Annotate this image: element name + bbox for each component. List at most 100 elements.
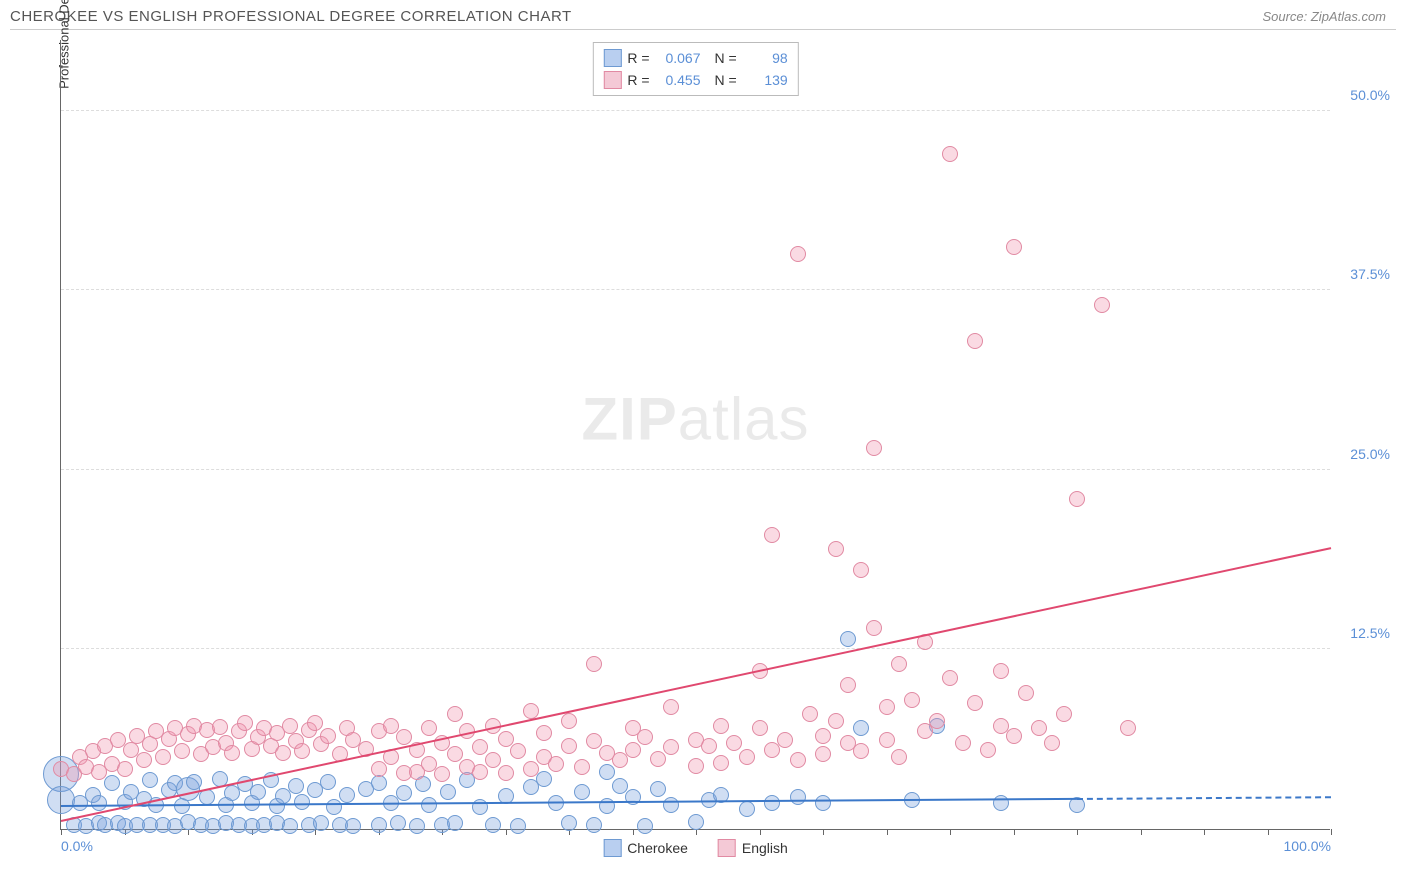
data-point — [371, 761, 387, 777]
data-point — [409, 818, 425, 834]
data-point — [186, 774, 202, 790]
data-point — [212, 719, 228, 735]
data-point — [434, 766, 450, 782]
data-point — [1031, 720, 1047, 736]
x-tick — [696, 829, 697, 835]
r-label: R = — [627, 50, 649, 66]
n-label: N = — [715, 72, 737, 88]
n-value: 98 — [743, 50, 788, 66]
data-point — [1094, 297, 1110, 313]
data-point — [326, 799, 342, 815]
y-tick-label: 12.5% — [1350, 625, 1390, 641]
data-point — [485, 817, 501, 833]
x-tick — [1141, 829, 1142, 835]
data-point — [224, 745, 240, 761]
x-tick-label: 0.0% — [61, 838, 93, 854]
data-point — [574, 784, 590, 800]
x-tick — [950, 829, 951, 835]
x-tick — [1268, 829, 1269, 835]
n-value: 139 — [743, 72, 788, 88]
gridline — [61, 289, 1330, 290]
data-point — [815, 795, 831, 811]
r-value: 0.455 — [656, 72, 701, 88]
data-point — [879, 699, 895, 715]
data-point — [840, 677, 856, 693]
data-point — [174, 743, 190, 759]
data-point — [275, 745, 291, 761]
data-point — [1018, 685, 1034, 701]
data-point — [155, 749, 171, 765]
data-point — [625, 789, 641, 805]
data-point — [561, 815, 577, 831]
data-point — [510, 818, 526, 834]
data-point — [688, 814, 704, 830]
data-point — [777, 732, 793, 748]
trend-line — [61, 547, 1331, 822]
data-point — [942, 670, 958, 686]
data-point — [1120, 720, 1136, 736]
data-point — [713, 718, 729, 734]
gridline — [61, 648, 1330, 649]
data-point — [294, 794, 310, 810]
data-point — [523, 761, 539, 777]
series-swatch — [603, 71, 621, 89]
y-tick-label: 50.0% — [1350, 87, 1390, 103]
data-point — [904, 692, 920, 708]
data-point — [447, 706, 463, 722]
legend-label: Cherokee — [627, 840, 688, 856]
x-tick — [188, 829, 189, 835]
data-point — [650, 781, 666, 797]
y-tick-label: 37.5% — [1350, 266, 1390, 282]
data-point — [320, 774, 336, 790]
data-point — [472, 764, 488, 780]
data-point — [586, 656, 602, 672]
data-point — [866, 620, 882, 636]
data-point — [561, 738, 577, 754]
data-point — [136, 752, 152, 768]
legend: Cherokee English — [603, 839, 788, 857]
data-point — [320, 728, 336, 744]
data-point — [942, 146, 958, 162]
data-point — [472, 739, 488, 755]
data-point — [891, 656, 907, 672]
data-point — [879, 732, 895, 748]
data-point — [47, 786, 75, 814]
data-point — [840, 631, 856, 647]
r-label: R = — [627, 72, 649, 88]
data-point — [117, 761, 133, 777]
data-point — [853, 720, 869, 736]
data-point — [536, 771, 552, 787]
data-point — [237, 715, 253, 731]
data-point — [307, 715, 323, 731]
data-point — [371, 775, 387, 791]
x-tick — [1331, 829, 1332, 835]
data-point — [967, 333, 983, 349]
data-point — [510, 743, 526, 759]
data-point — [663, 699, 679, 715]
x-tick — [61, 829, 62, 835]
data-point — [288, 778, 304, 794]
data-point — [764, 795, 780, 811]
data-point — [790, 246, 806, 262]
x-tick — [823, 829, 824, 835]
r-value: 0.067 — [656, 50, 701, 66]
data-point — [866, 440, 882, 456]
data-point — [390, 815, 406, 831]
data-point — [891, 749, 907, 765]
data-point — [713, 755, 729, 771]
data-point — [339, 787, 355, 803]
data-point — [561, 713, 577, 729]
data-point — [637, 818, 653, 834]
data-point — [282, 818, 298, 834]
data-point — [967, 695, 983, 711]
data-point — [1006, 239, 1022, 255]
x-tick — [1077, 829, 1078, 835]
data-point — [498, 731, 514, 747]
data-point — [1044, 735, 1060, 751]
data-point — [701, 738, 717, 754]
legend-item: English — [718, 839, 788, 857]
data-point — [815, 746, 831, 762]
watermark: ZIPatlas — [581, 384, 809, 453]
gridline — [61, 469, 1330, 470]
data-point — [447, 815, 463, 831]
